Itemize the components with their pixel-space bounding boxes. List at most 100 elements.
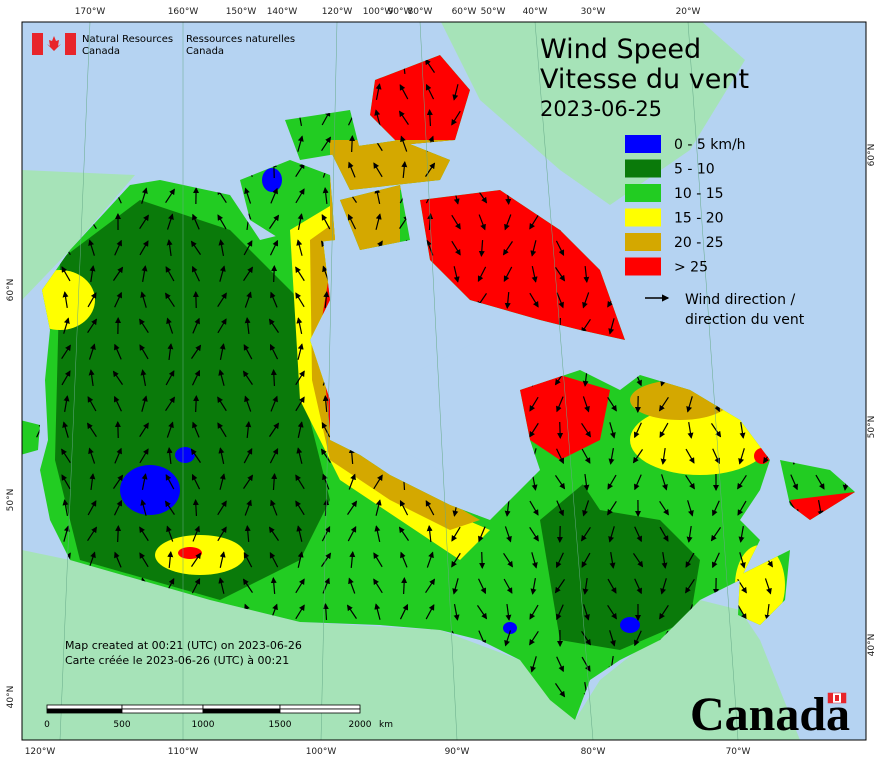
wind-arrow	[88, 343, 96, 360]
wind-arrow	[217, 526, 227, 542]
wind-arrow	[217, 318, 227, 334]
wind-arrow	[608, 318, 615, 335]
wind-arrow	[322, 395, 329, 413]
wind-arrow	[425, 578, 436, 593]
wind-zone	[175, 447, 195, 463]
wind-arrow	[114, 291, 122, 308]
wind-arrow	[632, 449, 644, 464]
wind-arrow	[348, 577, 356, 594]
wind-arrow	[165, 370, 175, 386]
wind-arrow	[296, 525, 303, 542]
scale-segment	[202, 704, 281, 710]
wind-arrow	[63, 525, 70, 542]
wind-arrow	[269, 343, 279, 360]
wind-arrow	[218, 369, 225, 386]
wind-arrow	[582, 500, 590, 517]
agency: Natural Resources	[82, 34, 173, 45]
wind-arrow	[554, 579, 566, 594]
wind-arrow	[398, 110, 409, 125]
wind-arrow	[164, 500, 175, 515]
wind-arrow	[661, 552, 668, 569]
legend-swatch	[625, 135, 661, 153]
longitude-label: 140°W	[267, 7, 298, 17]
wind-arrow	[114, 447, 122, 464]
wind-arrow	[242, 370, 253, 385]
wind-arrow	[557, 421, 564, 439]
wind-arrow	[349, 551, 356, 569]
scale-label: 2000	[349, 720, 372, 730]
agency: Canada	[82, 46, 120, 57]
wind-arrow	[373, 578, 383, 594]
wind-arrow	[243, 344, 253, 360]
wind-arrow	[478, 214, 486, 231]
title: Vitesse du vent	[540, 64, 749, 95]
wind-arrow	[218, 447, 225, 464]
wind-arrow	[139, 422, 149, 438]
wind-arrow	[710, 423, 722, 438]
wind-arrow	[139, 214, 149, 230]
wind-arrow	[476, 605, 488, 620]
wind-arrow	[271, 265, 278, 283]
agency: Ressources naturelles	[186, 34, 295, 45]
wind-arrow	[607, 604, 617, 620]
greenland	[441, 22, 745, 205]
wind-zone	[520, 375, 610, 460]
wind-arrow	[479, 551, 486, 569]
longitude-label: 80°W	[581, 747, 606, 757]
wind-arrow	[63, 317, 70, 334]
wind-arrow	[659, 422, 669, 438]
scale-segment	[46, 708, 123, 714]
wordmark: Canada	[690, 688, 850, 741]
wind-arrow	[242, 578, 253, 593]
wind-arrow	[114, 551, 122, 568]
wind-arrow	[322, 577, 330, 594]
wind-arrow	[62, 291, 69, 308]
longitude-label: 110°W	[168, 747, 199, 757]
wind-arrow	[529, 422, 539, 438]
wind-arrow	[139, 240, 149, 256]
wind-arrow	[764, 578, 772, 595]
wind-arrow	[504, 214, 512, 231]
wind-arrow	[556, 552, 564, 569]
longitude-label: 120°W	[25, 747, 56, 757]
wind-arrow	[61, 266, 71, 282]
wind-arrow	[687, 500, 694, 517]
wind-arrow	[165, 266, 175, 282]
wind-arrow	[88, 369, 95, 387]
wind-arrow	[348, 473, 356, 490]
wind-arrow	[738, 448, 745, 465]
wind-arrow	[244, 395, 252, 412]
wind-arrow	[790, 474, 798, 491]
wind-arrow	[607, 474, 617, 490]
wind-arrow	[114, 395, 122, 412]
wind-arrow	[609, 630, 616, 647]
wind-arrow	[192, 499, 199, 517]
wind-arrow	[295, 266, 305, 282]
wind-arrow	[609, 422, 616, 439]
wind-arrow	[452, 84, 459, 101]
wind-arrow	[634, 422, 642, 439]
wind-arrow	[737, 500, 747, 516]
wind-arrow	[192, 265, 200, 282]
maple-leaf	[47, 36, 61, 51]
wind-arrow	[451, 110, 461, 126]
maple-leaf	[835, 695, 839, 701]
wind-arrow	[191, 552, 202, 567]
wind-arrow	[426, 551, 434, 568]
wind-arrow	[165, 474, 175, 490]
wind-arrow	[399, 84, 409, 100]
wind-arrow	[297, 213, 304, 230]
wind-arrow	[139, 552, 149, 568]
wind-arrow	[321, 214, 331, 230]
wind-arrow	[295, 162, 305, 178]
wind-arrow	[399, 499, 409, 516]
wind-arrow	[88, 239, 95, 256]
scale-bar: 0 500 1000 1500 2000 km	[44, 704, 393, 730]
wind-arrow	[737, 604, 747, 620]
longitude-label: 40°W	[523, 7, 548, 17]
wind-arrow	[375, 83, 382, 100]
wind-arrow	[375, 499, 382, 516]
wind-arrow	[531, 552, 538, 569]
